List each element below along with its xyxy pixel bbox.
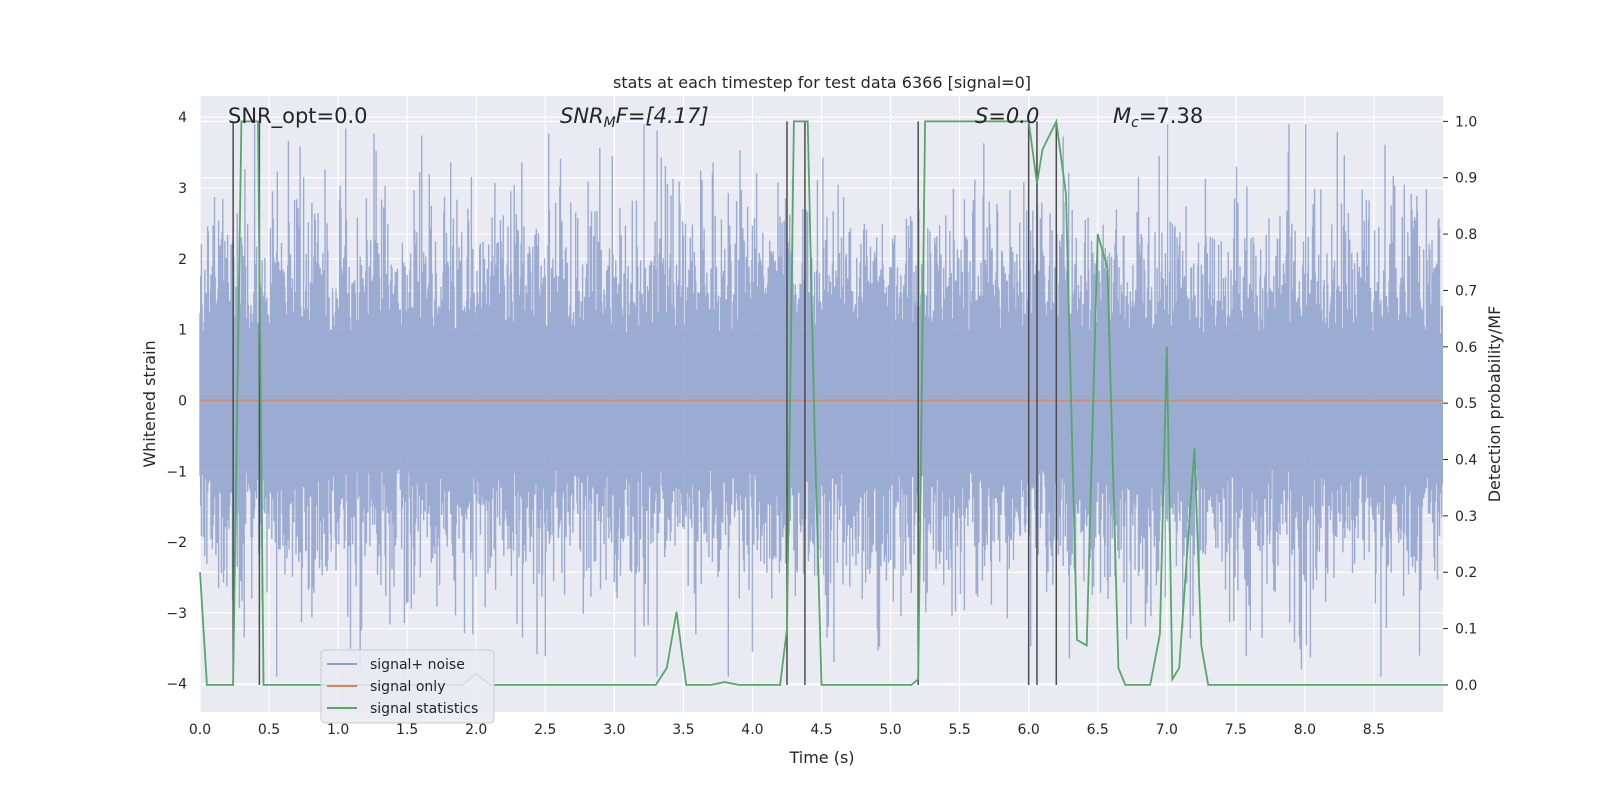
y-axis-right-label: Detection probability/MF	[1485, 306, 1504, 503]
x-tick-label: 4.0	[741, 722, 763, 738]
annotation-snr-mf-sub: M	[604, 115, 616, 131]
x-tick-label: 2.5	[534, 722, 556, 738]
x-tick-label: 5.5	[948, 722, 970, 738]
legend-label-signal-statistics: signal statistics	[370, 701, 478, 717]
x-tick-label: 8.0	[1294, 722, 1316, 738]
x-tick-label: 0.0	[189, 722, 211, 738]
chart-title: stats at each timestep for test data 636…	[613, 73, 1031, 92]
annotation-mc-rest: =7.38	[1139, 104, 1203, 128]
annotation-snr-mf-main: SNR	[560, 104, 604, 128]
y-tick-label: −2	[166, 535, 187, 551]
y-right-tick-label: 1.0	[1455, 114, 1477, 130]
x-tick-label: 5.0	[879, 722, 901, 738]
legend-label-signal-only: signal only	[370, 679, 445, 695]
y-tick-label: 2	[178, 252, 187, 268]
y-right-tick-label: 0.8	[1455, 227, 1477, 243]
x-tick-label: 1.5	[396, 722, 418, 738]
y-axis-label: Whitened strain	[140, 340, 159, 467]
y-right-tick-label: 0.2	[1455, 565, 1477, 581]
x-axis-ticks: 0.0 0.5 1.0 1.5 2.0 2.5 3.0 3.5 4.0 4.5 5.0 5.5 6.0 6…	[189, 722, 1385, 738]
legend-label-signal-noise: signal+ noise	[370, 657, 465, 673]
signal-statistics-series	[199, 118, 1443, 686]
y-tick-label: 1	[178, 323, 187, 339]
y-tick-label: −3	[166, 606, 187, 622]
x-tick-label: 3.5	[672, 722, 694, 738]
y-axis-left-ticks: −4 −3 −2 −1 0 1 2 3 4	[166, 110, 187, 692]
y-tick-label: 4	[178, 110, 187, 126]
x-tick-label: 6.5	[1087, 722, 1109, 738]
x-tick-label: 4.5	[810, 722, 832, 738]
y-right-tick-label: 0.4	[1455, 453, 1477, 469]
y-axis-right-ticks: 0.0 0.1 0.2 0.3 0.4 0.5 0.6 0.7 0.8 0.9 1.0	[1443, 114, 1477, 694]
annotation-s-stat: S=0.0	[975, 104, 1039, 128]
x-tick-label: 6.0	[1018, 722, 1040, 738]
x-tick-label: 2.0	[465, 722, 487, 738]
y-tick-label: 3	[178, 181, 187, 197]
x-tick-label: 3.0	[603, 722, 625, 738]
y-right-tick-label: 0.5	[1455, 396, 1477, 412]
legend: signal+ noise signal only signal statist…	[320, 649, 495, 724]
y-tick-label: 0	[178, 393, 187, 409]
x-tick-label: 7.0	[1156, 722, 1178, 738]
x-tick-label: 8.5	[1363, 722, 1385, 738]
annotation-snr-mf-rest: F=[4.17]	[616, 104, 709, 128]
annotation-snr-opt: SNR_opt=0.0	[228, 104, 368, 129]
x-tick-label: 7.5	[1225, 722, 1247, 738]
y-right-tick-label: 0.6	[1455, 340, 1477, 356]
annotation-snr-mf: SNRMF=[4.17]	[560, 104, 709, 131]
annotation-mc-sub: c	[1131, 115, 1139, 131]
x-tick-label: 1.0	[327, 722, 349, 738]
y-right-tick-label: 0.3	[1455, 509, 1477, 525]
y-right-tick-label: 0.7	[1455, 283, 1477, 299]
y-tick-label: −1	[166, 464, 187, 480]
legend-box	[320, 649, 495, 724]
y-right-tick-label: 0.0	[1455, 678, 1477, 694]
x-axis-label: Time (s)	[788, 748, 854, 767]
y-tick-label: −4	[166, 677, 187, 693]
x-tick-label: 0.5	[258, 722, 280, 738]
y-right-tick-label: 0.9	[1455, 171, 1477, 187]
annotation-mc-main: M	[1113, 104, 1131, 128]
annotation-mc: Mc=7.38	[1113, 104, 1203, 131]
y-right-tick-label: 0.1	[1455, 622, 1477, 638]
